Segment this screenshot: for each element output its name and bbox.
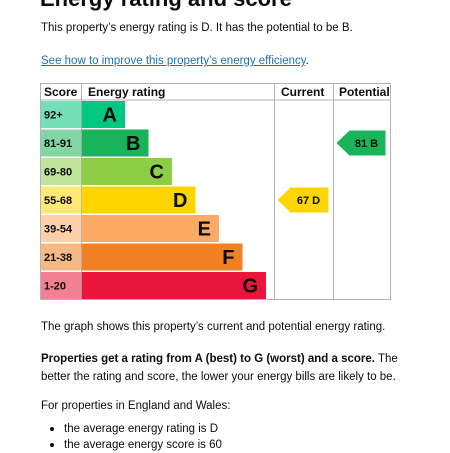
link-suffix: . [305,55,309,67]
rating-bar-e [82,215,219,242]
potential-rating-label: 81 B [355,138,378,150]
rating-letter-e: E [198,219,211,241]
average-rating-item: the average energy rating is D [41,421,222,437]
rating-bar-b [82,129,149,157]
score-cell-d [41,186,82,214]
column-header-2: Energy rating [88,85,165,99]
score-label-e: 39-54 [44,224,73,236]
rating-letter-f: F [222,247,234,269]
rating-bar-f [82,243,243,271]
improve-efficiency-link[interactable]: See how to improve this property’s energ… [41,55,306,67]
column-header-1: Score [44,85,78,99]
score-cell-b [41,129,82,157]
score-cell-a [41,101,82,128]
score-label-g: 1-20 [44,281,66,293]
potential-arrow [336,130,386,156]
graph-description: The graph shows this property’s current … [41,321,386,333]
rating-letter-c: C [150,162,164,184]
rating-explanation: Properties get a rating from A (best) to… [41,350,421,386]
score-cell-e [41,215,82,242]
page-title: Energy rating and score [40,0,292,12]
score-label-f: 21-38 [44,252,72,264]
average-list: the average energy rating is D the avera… [41,421,222,453]
average-score-item: the average energy score is 60 [41,437,222,453]
rating-summary: This property’s energy rating is D. It h… [41,22,353,34]
rating-letter-d: D [173,190,187,212]
column-header-3: Current [281,85,324,99]
score-cell-g [41,272,82,299]
current-rating-label: 67 D [297,195,320,207]
score-label-a: 92+ [44,110,63,122]
region-intro: For properties in England and Wales: [41,400,231,412]
rating-letter-a: A [103,105,117,127]
score-label-b: 81-91 [44,138,72,150]
score-label-c: 69-80 [44,167,72,179]
score-cell-f [41,243,82,271]
energy-rating-chart: Score Energy rating Current Potential 92+ A 81… [40,83,391,300]
score-cell-c [41,158,82,185]
rating-bar-d [82,186,196,214]
rating-letter-g: G [242,276,258,298]
rating-bar-c [82,158,172,185]
current-arrow [277,187,329,213]
score-label-d: 55-68 [44,195,72,207]
rating-explanation-bold: Properties get a rating from A (best) to… [41,353,375,365]
rating-letter-b: B [126,133,140,155]
improve-efficiency-link-row: See how to improve this property’s energ… [41,52,309,70]
rating-bar-a [82,101,125,128]
column-header-4: Potential [339,85,390,99]
rating-explanation-rest: The better the rating and score, the low… [41,353,398,383]
chart-frame [40,83,391,300]
rating-bar-g [82,272,266,299]
